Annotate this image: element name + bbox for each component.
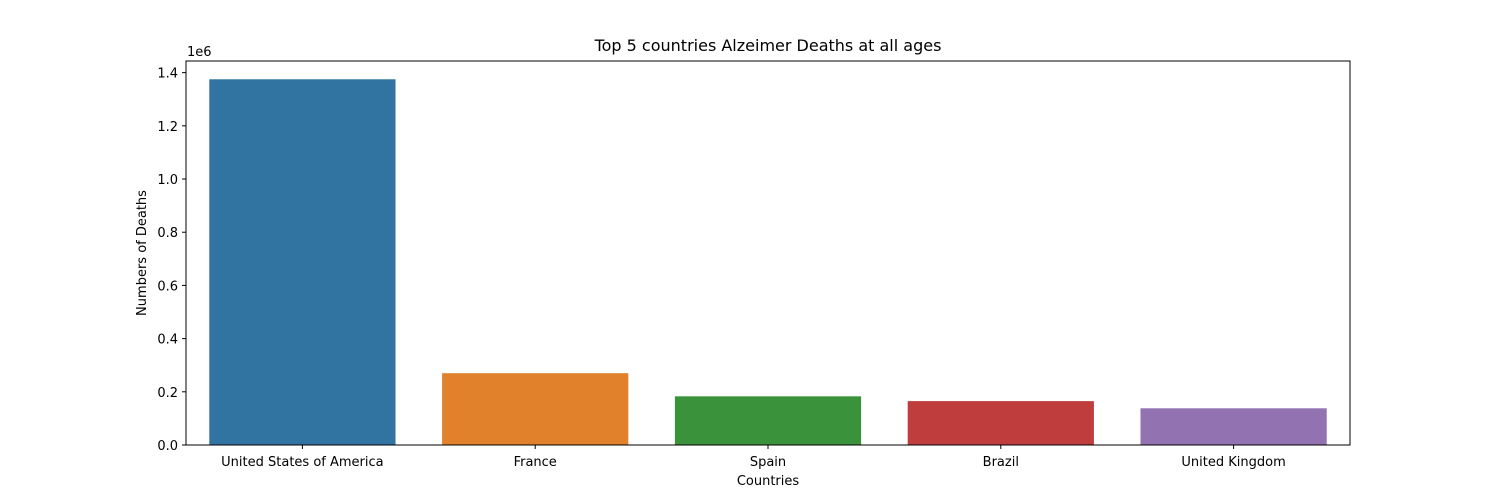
bars-group xyxy=(209,79,1327,446)
y-tick-label: 1.4 xyxy=(157,67,178,82)
y-tick-label: 0.6 xyxy=(157,279,178,294)
x-tick-label: Spain xyxy=(750,455,786,470)
y-tick-label: 1.2 xyxy=(157,120,178,135)
y-tick-label: 0.0 xyxy=(157,439,178,454)
y-axis: 0.0 0.2 0.4 0.6 0.8 1.0 1.2 1.4 xyxy=(157,67,186,454)
x-tick-label: United States of America xyxy=(221,455,383,470)
y-tick-label: 1.0 xyxy=(157,173,178,188)
y-tick-label: 0.2 xyxy=(157,386,178,401)
y-axis-offset-label: 1e6 xyxy=(187,45,212,60)
x-tick-label: France xyxy=(514,455,557,470)
bar-united-kingdom xyxy=(1140,408,1327,445)
bar-france xyxy=(442,373,629,445)
chart-title: Top 5 countries Alzeimer Deaths at all a… xyxy=(594,36,942,55)
x-axis: United States of America France Spain Brazi… xyxy=(221,445,1286,470)
bar-brazil xyxy=(907,401,1094,445)
plot-frame xyxy=(185,60,1351,446)
x-tick-label: United Kingdom xyxy=(1181,455,1285,470)
bar-spain xyxy=(674,396,862,445)
bar-united-states-of-america xyxy=(209,79,396,446)
y-tick-label: 0.8 xyxy=(157,226,178,241)
x-tick-label: Brazil xyxy=(983,455,1019,470)
x-axis-label: Countries xyxy=(737,474,800,489)
y-tick-label: 0.4 xyxy=(157,333,178,348)
y-axis-label: Numbers of Deaths xyxy=(135,190,150,316)
